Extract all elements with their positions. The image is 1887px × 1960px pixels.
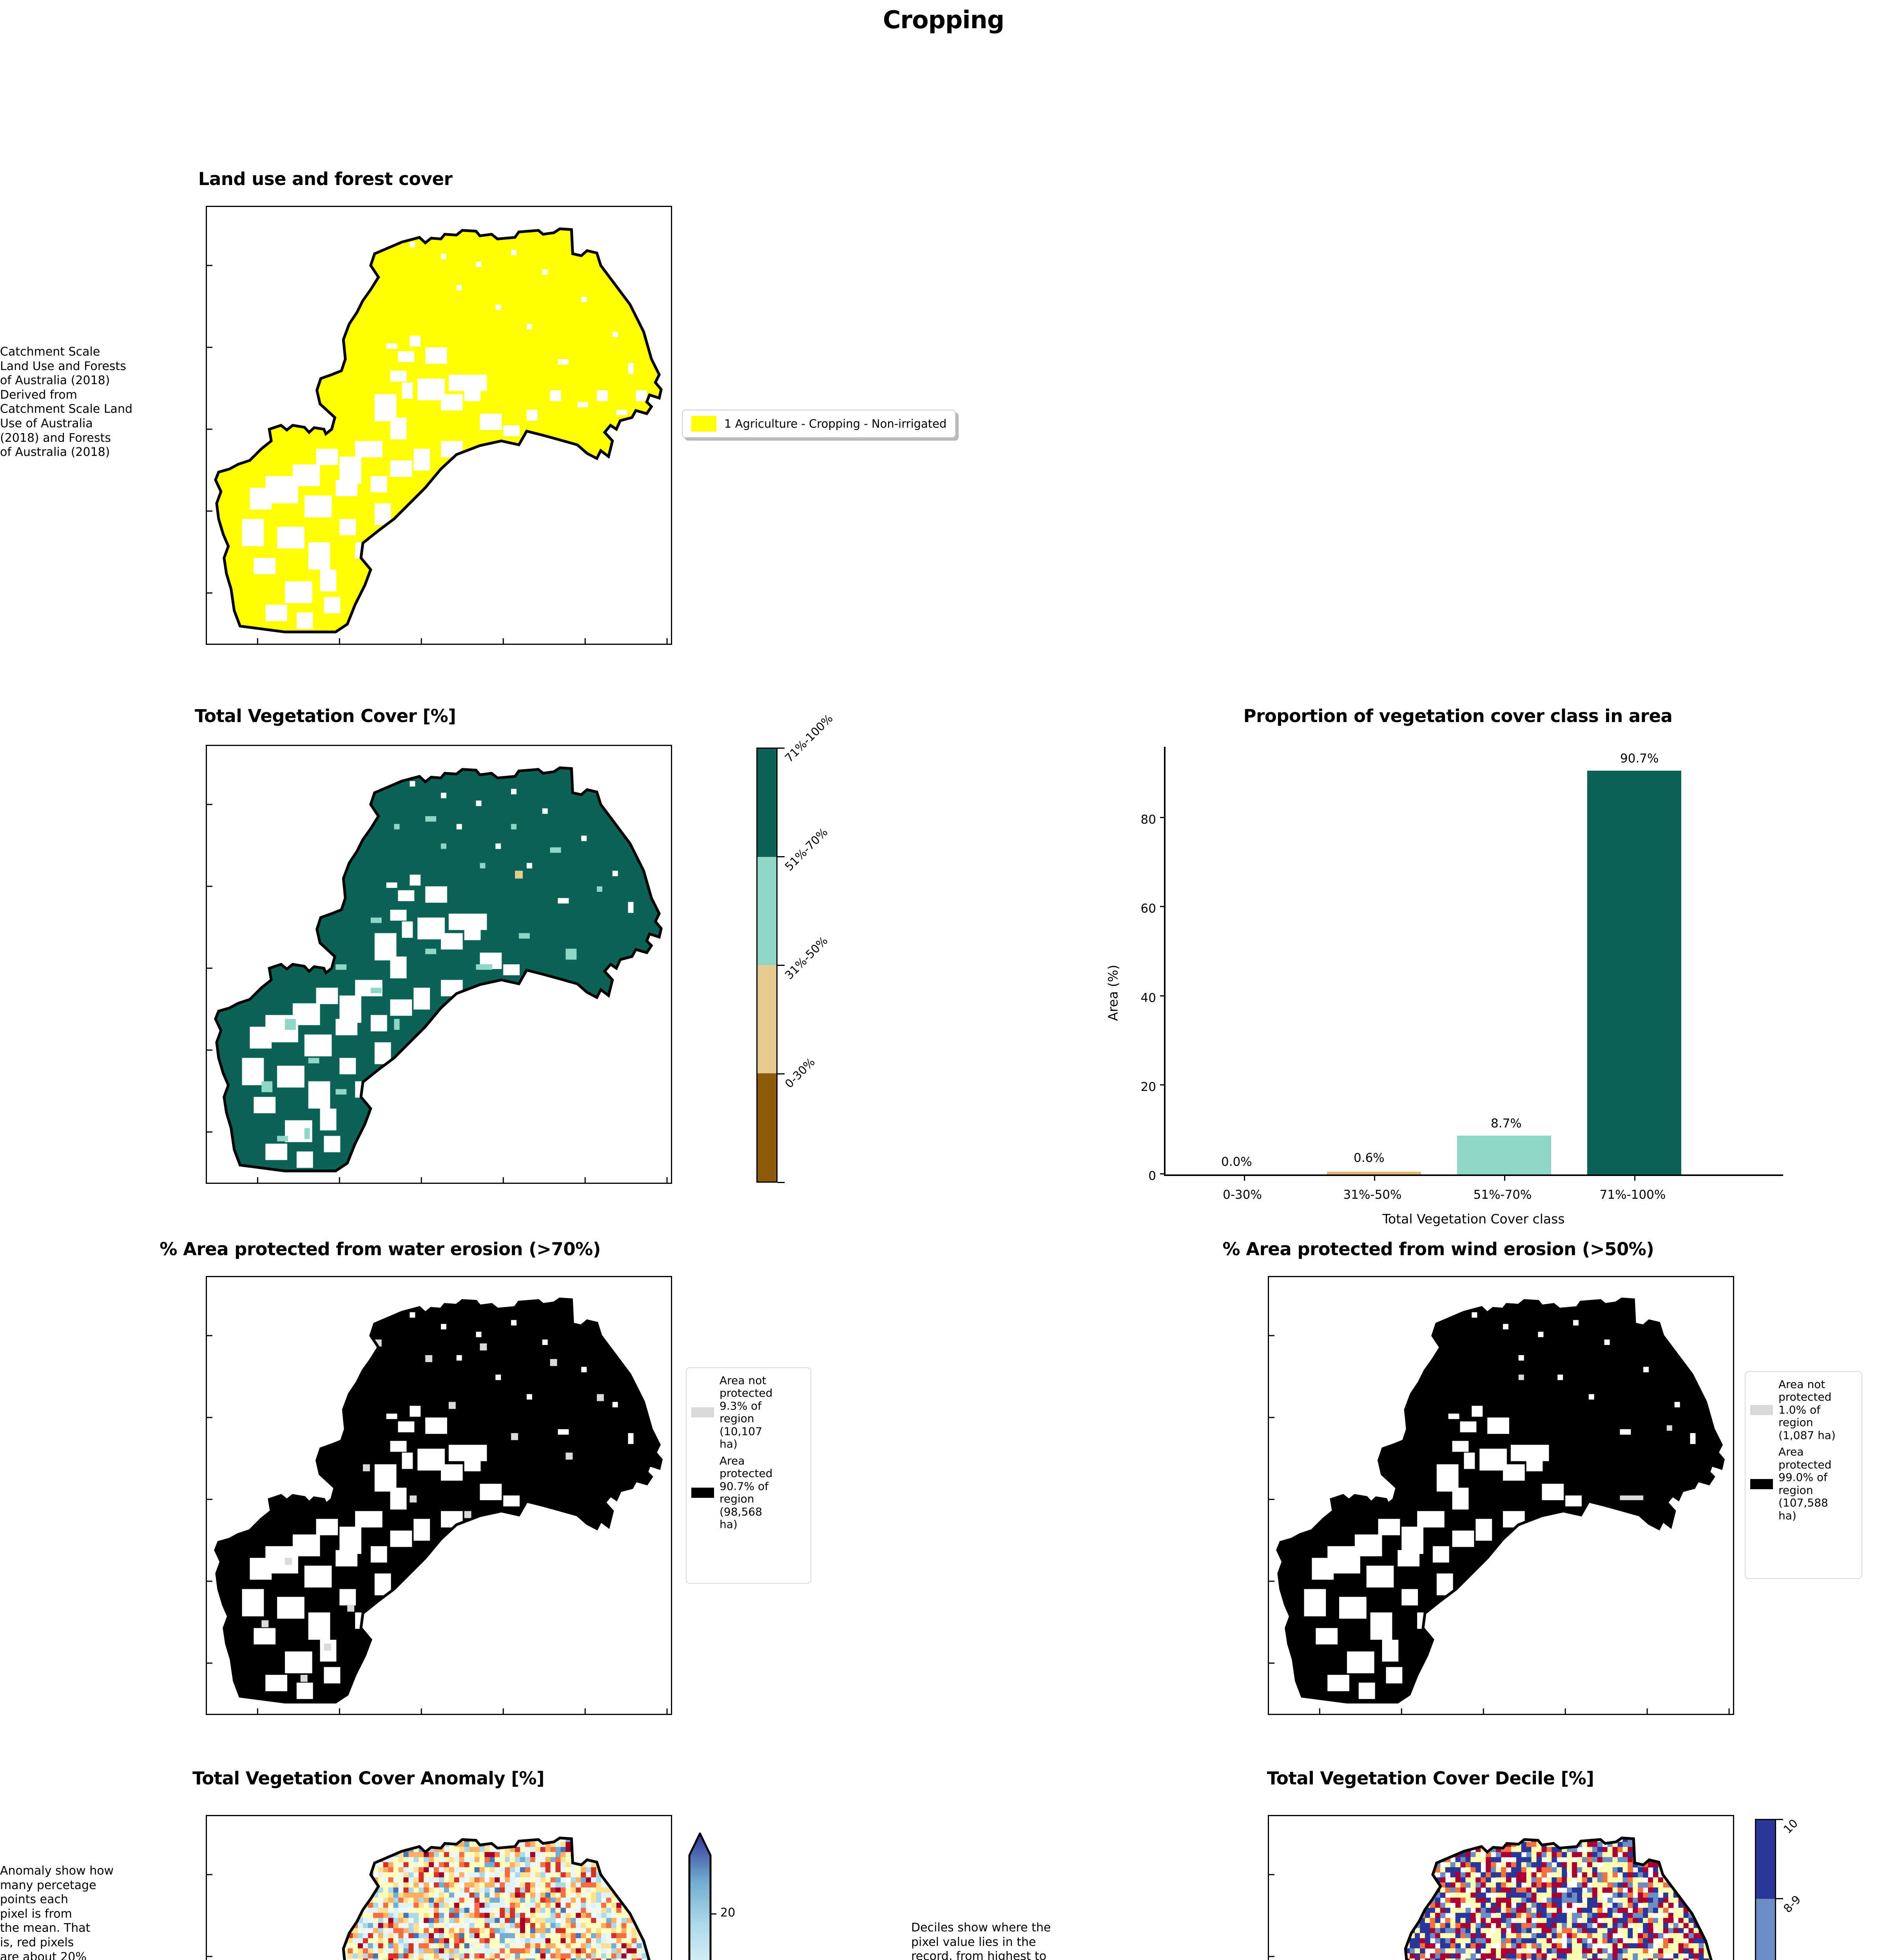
barchart-title: Proportion of vegetation cover class in … [1243, 706, 1673, 726]
xtickmark-31-50 [1374, 1175, 1375, 1181]
vegcover-cbar-label-0-30: 0-30% [782, 1055, 818, 1091]
water-erosion-legend-text-protected: Area protected 90.7% of region (98,568 h… [720, 1454, 773, 1531]
ytickmark-0 [1160, 1173, 1166, 1174]
decile-cbar-tick-2 [1776, 1898, 1783, 1899]
bar-51-70[interactable] [1457, 1136, 1551, 1174]
xtickmark-71-100 [1634, 1175, 1635, 1181]
bar-value-label-0-30: 0.0% [1221, 1155, 1252, 1169]
wind-erosion-map-svg [1269, 1298, 1730, 1714]
landuse-map-svg [207, 227, 668, 644]
region-boundary [1404, 1837, 1713, 1960]
ytickmark-80 [1160, 817, 1166, 818]
vegcover-cbar-label-71-100: 71%-100% [782, 711, 836, 765]
decile-cbar-label-10: 10 [1780, 1816, 1801, 1837]
decile-panel-title: Total Vegetation Cover Decile [%] [1267, 1768, 1594, 1789]
ytickmark-40 [1160, 995, 1166, 996]
wind-erosion-legend-text-protected: Area protected 99.0% of region (107,588 … [1778, 1445, 1832, 1522]
ytick-label-20: 20 [1140, 1080, 1156, 1094]
barchart-yaxis-label: Area (%) [1105, 964, 1121, 1021]
water-erosion-legend-text-not-protected: Area not protected 9.3% of region (10,10… [720, 1374, 773, 1451]
vegcover-cbar-tick-1 [778, 748, 785, 749]
water-erosion-legend-row-protected: Area protected 90.7% of region (98,568 h… [691, 1454, 806, 1531]
anomaly-note: Anomaly show how many percetage points e… [0, 1864, 114, 1960]
vegcover-cbar-label-51-70: 51%-70% [782, 825, 830, 874]
vegcover-cbar-seg-0-30 [758, 1073, 776, 1181]
wind-erosion-swatch-protected [1750, 1479, 1773, 1489]
xtickmark-51-70 [1504, 1175, 1505, 1181]
vegcover-map-svg [207, 766, 668, 1183]
landuse-panel-title: Land use and forest cover [198, 169, 453, 189]
vegcover-cbar-seg-51-70 [758, 857, 776, 965]
bar-value-label-31-50: 0.6% [1354, 1151, 1385, 1165]
region-boundary [214, 766, 663, 1172]
decile-note: Deciles show where the pixel value lies … [911, 1921, 1051, 1960]
decile-cbar-seg-10 [1756, 1820, 1775, 1899]
ytick-label-60: 60 [1140, 902, 1156, 916]
water-erosion-swatch-protected [691, 1488, 714, 1498]
decile-cbar-seg-8-9 [1756, 1898, 1775, 1960]
ytickmark-60 [1160, 906, 1166, 907]
anomaly-cbar-label-20: 20 [720, 1906, 736, 1920]
bar-value-label-51-70: 8.7% [1491, 1116, 1522, 1131]
landuse-legend-label: 1 Agriculture - Cropping - Non-irrigated [724, 417, 947, 430]
ytickmark-20 [1160, 1084, 1166, 1085]
wind-erosion-legend-text-not-protected: Area not protected 1.0% of region (1,087… [1778, 1378, 1836, 1442]
region-boundary [214, 227, 663, 633]
landuse-source-note: Catchment Scale Land Use and Forests of … [0, 345, 132, 459]
water-erosion-legend[interactable]: Area not protected 9.3% of region (10,10… [686, 1367, 811, 1584]
wind-erosion-map[interactable] [1268, 1276, 1734, 1715]
water-erosion-legend-row-not-protected: Area not protected 9.3% of region (10,10… [691, 1374, 806, 1451]
anomaly-map-svg [207, 1837, 662, 1960]
landuse-legend-swatch [691, 416, 716, 432]
xtick-label-51-70: 51%-70% [1473, 1188, 1532, 1202]
water-erosion-swatch-not-protected [691, 1407, 714, 1418]
decile-colorbar[interactable] [1755, 1819, 1776, 1960]
water-erosion-panel-title: % Area protected from water erosion (>70… [160, 1239, 601, 1259]
wind-erosion-panel-title: % Area protected from wind erosion (>50%… [1222, 1239, 1654, 1259]
bar-31-50[interactable] [1327, 1172, 1421, 1174]
decile-map[interactable] [1268, 1815, 1734, 1960]
vegcover-cbar-tick-5 [778, 1182, 785, 1183]
vegcover-cbar-label-31-50: 31%-50% [782, 934, 830, 982]
anomaly-map[interactable] [206, 1815, 672, 1960]
decile-map-svg [1269, 1837, 1724, 1960]
xtickmark-0-30 [1244, 1175, 1245, 1181]
vegcover-map[interactable] [206, 745, 672, 1184]
anomaly-colorbar[interactable] [688, 1831, 712, 1960]
region-boundary [214, 1298, 663, 1704]
landuse-legend[interactable]: 1 Agriculture - Cropping - Non-irrigated [682, 410, 956, 438]
page-title: Cropping [883, 5, 1004, 34]
wind-erosion-legend-row-not-protected: Area not protected 1.0% of region (1,087… [1750, 1378, 1857, 1442]
ytick-label-40: 40 [1140, 991, 1156, 1005]
xtick-label-71-100: 71%-100% [1599, 1188, 1666, 1202]
decile-cbar-tick-1 [1776, 1819, 1783, 1820]
vegcover-cbar-tick-4 [778, 1073, 785, 1074]
vegcover-cbar-seg-31-50 [758, 965, 776, 1073]
anomaly-colorbar-svg [688, 1831, 712, 1960]
anomaly-cbar-tick-20 [710, 1913, 716, 1915]
xtick-label-0-30: 0-30% [1223, 1188, 1262, 1202]
bar-value-label-71-100: 90.7% [1620, 751, 1659, 766]
wind-erosion-legend-row-protected: Area protected 99.0% of region (107,588 … [1750, 1446, 1857, 1522]
water-erosion-map-svg [207, 1298, 668, 1714]
ytick-label-80: 80 [1140, 813, 1156, 827]
vegcover-colorbar[interactable] [756, 748, 778, 1183]
vegcover-cbar-seg-71-100 [758, 749, 776, 857]
vegcover-cbar-tick-2 [778, 856, 785, 857]
barchart-xaxis-label: Total Vegetation Cover class [1382, 1211, 1565, 1227]
landuse-map[interactable] [206, 206, 672, 645]
wind-erosion-legend[interactable]: Area not protected 1.0% of region (1,087… [1745, 1371, 1862, 1579]
vegcover-panel-title: Total Vegetation Cover [%] [194, 706, 456, 726]
vegcover-cbar-tick-3 [778, 965, 785, 966]
region-boundary [342, 1837, 651, 1960]
ytick-label-0: 0 [1148, 1169, 1156, 1183]
xtick-label-31-50: 31%-50% [1343, 1188, 1402, 1202]
water-erosion-map[interactable] [206, 1276, 672, 1715]
decile-cbar-label-8-9: 8-9 [1780, 1893, 1804, 1916]
region-boundary [1276, 1298, 1725, 1704]
bar-71-100[interactable] [1587, 771, 1681, 1174]
anomaly-panel-title: Total Vegetation Cover Anomaly [%] [192, 1768, 545, 1789]
wind-erosion-swatch-not-protected [1750, 1405, 1773, 1416]
barchart-plot-area: 0.0% 0.6% 8.7% 90.7% [1160, 747, 1783, 1181]
